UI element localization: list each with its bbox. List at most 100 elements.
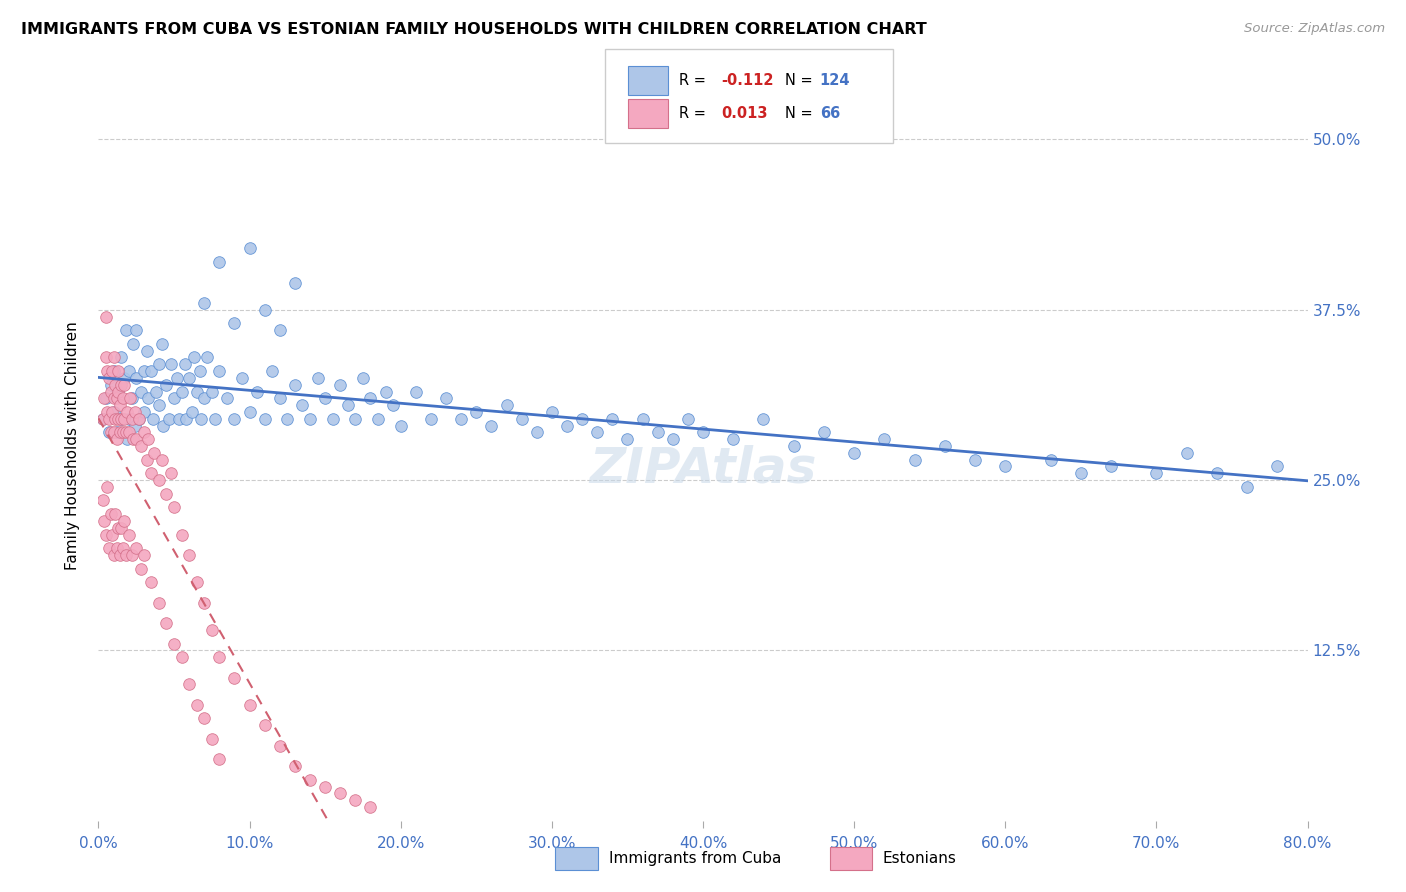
Point xyxy=(91,411,114,425)
Point xyxy=(167,411,190,425)
Point xyxy=(152,418,174,433)
Point xyxy=(179,548,201,562)
Point xyxy=(239,698,262,712)
Point xyxy=(105,432,128,446)
Point xyxy=(965,452,987,467)
Point xyxy=(98,371,121,385)
Point xyxy=(352,371,374,385)
Point xyxy=(208,650,231,665)
Point xyxy=(132,425,155,440)
Point xyxy=(904,452,927,467)
Point xyxy=(253,718,276,732)
Point xyxy=(104,507,127,521)
Point xyxy=(994,459,1017,474)
Point xyxy=(145,384,167,399)
Point xyxy=(155,377,177,392)
Point xyxy=(103,364,125,378)
Point xyxy=(752,411,775,425)
Point xyxy=(360,800,382,814)
Point xyxy=(873,432,896,446)
Point xyxy=(93,392,115,406)
Point xyxy=(94,527,117,541)
Point xyxy=(183,351,205,365)
Point xyxy=(284,759,307,773)
Point xyxy=(224,411,246,425)
Point xyxy=(104,377,127,392)
Point xyxy=(647,425,669,440)
Text: Immigrants from Cuba: Immigrants from Cuba xyxy=(609,851,782,866)
Point xyxy=(112,371,135,385)
Point xyxy=(108,398,131,412)
Point xyxy=(269,323,291,337)
Point xyxy=(148,596,170,610)
Point xyxy=(110,377,132,392)
Point xyxy=(360,392,382,406)
Point xyxy=(107,521,129,535)
Point xyxy=(108,425,131,440)
Point xyxy=(122,336,145,351)
Point xyxy=(98,541,121,556)
Point xyxy=(813,425,835,440)
Point xyxy=(208,752,231,766)
Point xyxy=(208,364,231,378)
Point xyxy=(148,357,170,371)
Point xyxy=(129,384,152,399)
Point xyxy=(107,364,129,378)
Point xyxy=(382,398,405,412)
Point xyxy=(148,398,170,412)
Point xyxy=(204,411,226,425)
Point xyxy=(105,425,128,440)
Point xyxy=(186,575,208,590)
Point xyxy=(314,392,336,406)
Point xyxy=(103,405,125,419)
Point xyxy=(284,377,307,392)
Point xyxy=(110,351,132,365)
Point xyxy=(91,493,114,508)
Point xyxy=(661,432,683,446)
Point xyxy=(170,527,193,541)
Point xyxy=(571,411,593,425)
Point xyxy=(124,418,146,433)
Point xyxy=(783,439,806,453)
Point xyxy=(215,392,238,406)
Point xyxy=(129,561,152,575)
Point xyxy=(136,432,159,446)
Point xyxy=(100,377,122,392)
Y-axis label: Family Households with Children: Family Households with Children xyxy=(65,322,80,570)
Text: 66: 66 xyxy=(820,106,839,120)
Point xyxy=(118,527,141,541)
Point xyxy=(224,317,246,331)
Point xyxy=(96,405,118,419)
Point xyxy=(193,711,215,725)
Point xyxy=(284,276,307,290)
Point xyxy=(128,411,150,425)
Point xyxy=(98,411,121,425)
Point xyxy=(142,411,165,425)
Point xyxy=(115,432,138,446)
Text: -0.112: -0.112 xyxy=(721,73,773,87)
Point xyxy=(367,411,389,425)
Point xyxy=(299,411,322,425)
Point xyxy=(160,357,183,371)
Point xyxy=(101,364,124,378)
Point xyxy=(111,541,134,556)
Point xyxy=(105,541,128,556)
Point xyxy=(141,575,163,590)
Point xyxy=(125,432,148,446)
Point xyxy=(420,411,443,425)
Point xyxy=(111,425,134,440)
Point xyxy=(94,351,117,365)
Point xyxy=(110,411,132,425)
Point xyxy=(329,786,352,800)
Point xyxy=(94,310,117,324)
Point xyxy=(676,411,699,425)
Point xyxy=(239,242,262,256)
Point xyxy=(141,364,163,378)
Point xyxy=(179,371,201,385)
Point xyxy=(201,384,224,399)
Point xyxy=(201,731,224,746)
Point xyxy=(1267,459,1289,474)
Point xyxy=(586,425,609,440)
Point xyxy=(1175,446,1198,460)
Point xyxy=(208,255,231,269)
